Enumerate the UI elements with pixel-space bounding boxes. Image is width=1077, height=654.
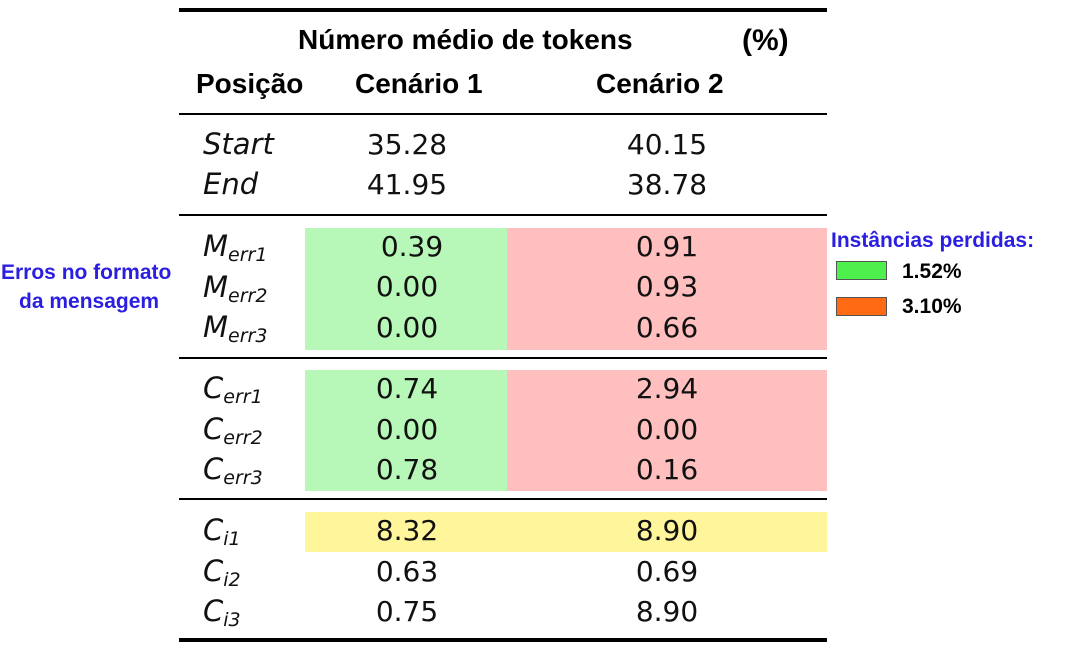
cell-start-scenario1: 35.28 <box>366 128 448 161</box>
cell-start-scenario2: 40.15 <box>626 128 708 161</box>
table-top-rule <box>179 8 827 12</box>
cell-ci2-scenario2: 0.69 <box>635 555 699 588</box>
cell-end-scenario1: 41.95 <box>366 168 448 201</box>
cell-end-scenario2: 38.78 <box>626 168 708 201</box>
cell-ci2-scenario1: 0.63 <box>375 555 439 588</box>
table-bottom-rule <box>179 638 827 642</box>
cell-ci3-scenario1: 0.75 <box>375 595 439 628</box>
cell-merr2-scenario2: 0.93 <box>635 270 699 303</box>
highlight-merr-scenario2 <box>507 228 827 350</box>
highlight-cerr-scenario2 <box>507 370 827 491</box>
cell-cerr2-scenario1: 0.00 <box>375 413 439 446</box>
cell-ci1-scenario2: 8.90 <box>635 514 699 547</box>
row-label-start: Start <box>203 127 274 161</box>
cell-merr1-scenario1: 0.39 <box>380 230 444 263</box>
cell-ci1-scenario1: 8.32 <box>375 514 439 547</box>
header-rule <box>179 113 827 115</box>
legend-label-green: 1.52% <box>902 260 962 283</box>
cell-merr3-scenario2: 0.66 <box>635 311 699 344</box>
highlight-cerr-scenario1 <box>305 370 507 491</box>
column-header-position: Posição <box>196 68 304 99</box>
column-header-scenario1: Cenário 1 <box>355 68 483 99</box>
annotation-line1: Erros no formato <box>1 261 172 284</box>
cell-merr3-scenario1: 0.00 <box>375 311 439 344</box>
cell-cerr1-scenario1: 0.74 <box>375 372 439 405</box>
table-title: Número médio de tokens <box>298 24 633 55</box>
row-label-cerr2: Cerr2 <box>203 412 263 449</box>
cell-cerr2-scenario2: 0.00 <box>635 413 699 446</box>
legend-swatch-orange <box>836 297 887 316</box>
table-unit: (%) <box>742 24 789 57</box>
cell-merr2-scenario1: 0.00 <box>375 270 439 303</box>
row-label-merr1: Merr1 <box>203 229 268 266</box>
annotation-line2: da mensagem <box>19 290 160 313</box>
legend-title: Instâncias perdidas: <box>831 229 1035 252</box>
cell-merr1-scenario2: 0.91 <box>635 230 699 263</box>
row-label-merr3: Merr3 <box>203 310 268 347</box>
highlight-merr-scenario1 <box>305 228 507 350</box>
section-rule-1 <box>179 214 827 216</box>
row-label-ci3: Ci3 <box>203 594 241 631</box>
cell-cerr3-scenario2: 0.16 <box>635 453 699 486</box>
row-label-merr2: Merr2 <box>203 270 268 307</box>
cell-ci3-scenario2: 8.90 <box>635 595 699 628</box>
cell-cerr1-scenario2: 2.94 <box>635 372 699 405</box>
cell-cerr3-scenario1: 0.78 <box>375 453 439 486</box>
section-rule-2 <box>179 357 827 359</box>
highlight-ci1-row <box>305 512 827 552</box>
row-label-cerr3: Cerr3 <box>203 452 263 489</box>
row-label-end: End <box>203 167 259 201</box>
legend-swatch-green <box>836 261 887 280</box>
row-label-cerr1: Cerr1 <box>203 371 263 408</box>
section-rule-3 <box>179 498 827 500</box>
row-label-ci1: Ci1 <box>203 513 241 550</box>
row-label-ci2: Ci2 <box>203 554 241 591</box>
column-header-scenario2: Cenário 2 <box>596 68 724 99</box>
legend-label-orange: 3.10% <box>902 295 962 318</box>
